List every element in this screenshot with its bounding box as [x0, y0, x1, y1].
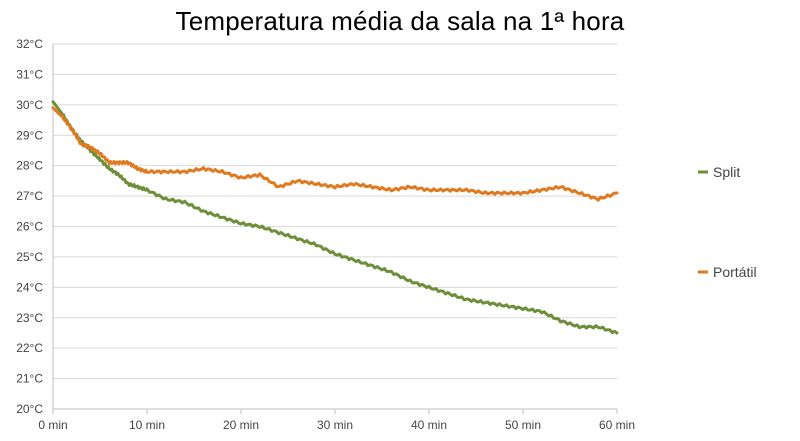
- y-tick-label: 26°C: [16, 220, 43, 234]
- y-tick-label: 23°C: [16, 311, 43, 325]
- legend-label: Portátil: [713, 264, 757, 280]
- x-tick-label: 10 min: [129, 418, 165, 432]
- y-tick-label: 31°C: [16, 67, 43, 81]
- y-tick-label: 22°C: [16, 341, 43, 355]
- y-tick-label: 32°C: [16, 37, 43, 51]
- y-tick-label: 29°C: [16, 128, 43, 142]
- y-tick-label: 25°C: [16, 250, 43, 264]
- x-tick-label: 60 min: [599, 418, 635, 432]
- legend-label: Split: [713, 164, 740, 180]
- legend: Split Portátil: [698, 164, 757, 280]
- y-tick-label: 24°C: [16, 280, 43, 294]
- series-line-portatil: [51, 106, 619, 202]
- series-line-split: [51, 100, 619, 335]
- x-tick-label: 50 min: [505, 418, 541, 432]
- gridlines: [53, 43, 617, 410]
- y-tick-label: 30°C: [16, 98, 43, 112]
- x-tick-label: 30 min: [317, 418, 353, 432]
- x-tick-label: 0 min: [38, 418, 67, 432]
- y-tick-label: 28°C: [16, 159, 43, 173]
- axes: 20°C 21°C 22°C 23°C 24°C 25°C 26°C 27°C 28°C 29°C…: [16, 37, 635, 432]
- y-tick-label: 27°C: [16, 189, 43, 203]
- y-tick-label: 21°C: [16, 372, 43, 386]
- y-tick-label: 20°C: [16, 402, 43, 416]
- x-tick-label: 40 min: [411, 418, 447, 432]
- x-tick-label: 20 min: [223, 418, 259, 432]
- series-lines: [51, 100, 619, 335]
- chart-title: Temperatura média da sala na 1ª hora: [175, 6, 625, 36]
